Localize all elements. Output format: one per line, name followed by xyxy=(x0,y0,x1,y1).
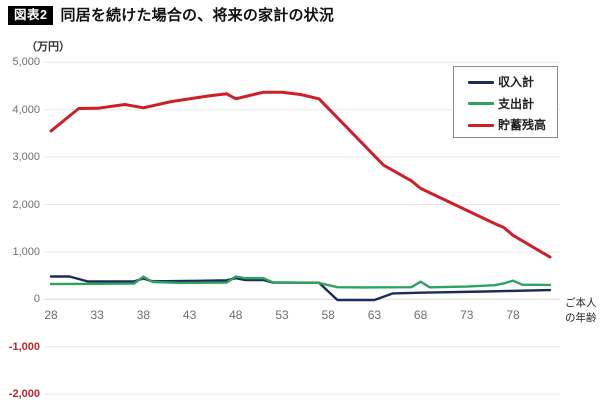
y-axis-tick-label: 4,000 xyxy=(12,103,40,116)
legend-label-savings: 貯蓄残高 xyxy=(498,118,547,132)
legend-item-expense: 支出計 xyxy=(468,98,557,110)
x-axis-tick-label: 58 xyxy=(321,308,335,322)
y-axis-tick-label: -2,000 xyxy=(8,388,40,401)
legend-item-savings: 貯蓄残高 xyxy=(468,119,557,131)
legend-label-income: 収入計 xyxy=(498,75,535,89)
x-axis-tick-label: 43 xyxy=(182,308,197,322)
y-axis-tick-label: 5,000 xyxy=(12,56,40,69)
legend-item-income: 収入計 xyxy=(468,76,557,88)
series-line-income xyxy=(49,275,552,302)
x-axis-title: ご本人 の年齢 xyxy=(565,296,597,326)
x-axis-tick-label: 53 xyxy=(275,308,289,322)
savings-line-swatch-icon xyxy=(468,123,494,127)
y-axis-tick-label: 0 xyxy=(33,293,40,306)
y-axis-unit-label: （万円） xyxy=(26,41,70,53)
expense-line-swatch-icon xyxy=(468,102,494,105)
figure-number-badge: 図表2 xyxy=(8,6,54,26)
x-axis-tick-label: 68 xyxy=(413,308,428,322)
income-line-swatch-icon xyxy=(468,80,494,84)
x-axis-tick-label: 28 xyxy=(44,308,58,322)
y-axis-tick-label: 3,000 xyxy=(12,151,40,164)
legend: 収入計 支出計 貯蓄残高 xyxy=(453,66,558,138)
x-axis-tick-label: 73 xyxy=(460,308,474,322)
x-axis-title-line1: ご本人 xyxy=(565,297,597,309)
figure-title: 同居を続けた場合の、将来の家計の状況 xyxy=(60,7,335,24)
figure-header: 図表2 同居を続けた場合の、将来の家計の状況 xyxy=(8,6,334,26)
x-axis-title-line2: の年齢 xyxy=(565,312,597,325)
x-axis-tick-label: 48 xyxy=(229,308,243,322)
y-axis-tick-label: 1,000 xyxy=(12,245,40,258)
series-line-expense xyxy=(49,275,552,289)
x-axis-tick-label: 33 xyxy=(90,308,104,322)
y-axis-tick-label: 2,000 xyxy=(12,198,40,211)
x-axis-tick-label: 38 xyxy=(136,308,151,322)
x-axis-tick-label: 78 xyxy=(506,308,520,322)
x-axis-tick-label: 63 xyxy=(367,308,382,322)
series-line-savings xyxy=(49,90,552,259)
y-axis-tick-label: -1,000 xyxy=(8,340,40,353)
legend-label-expense: 支出計 xyxy=(498,96,535,111)
